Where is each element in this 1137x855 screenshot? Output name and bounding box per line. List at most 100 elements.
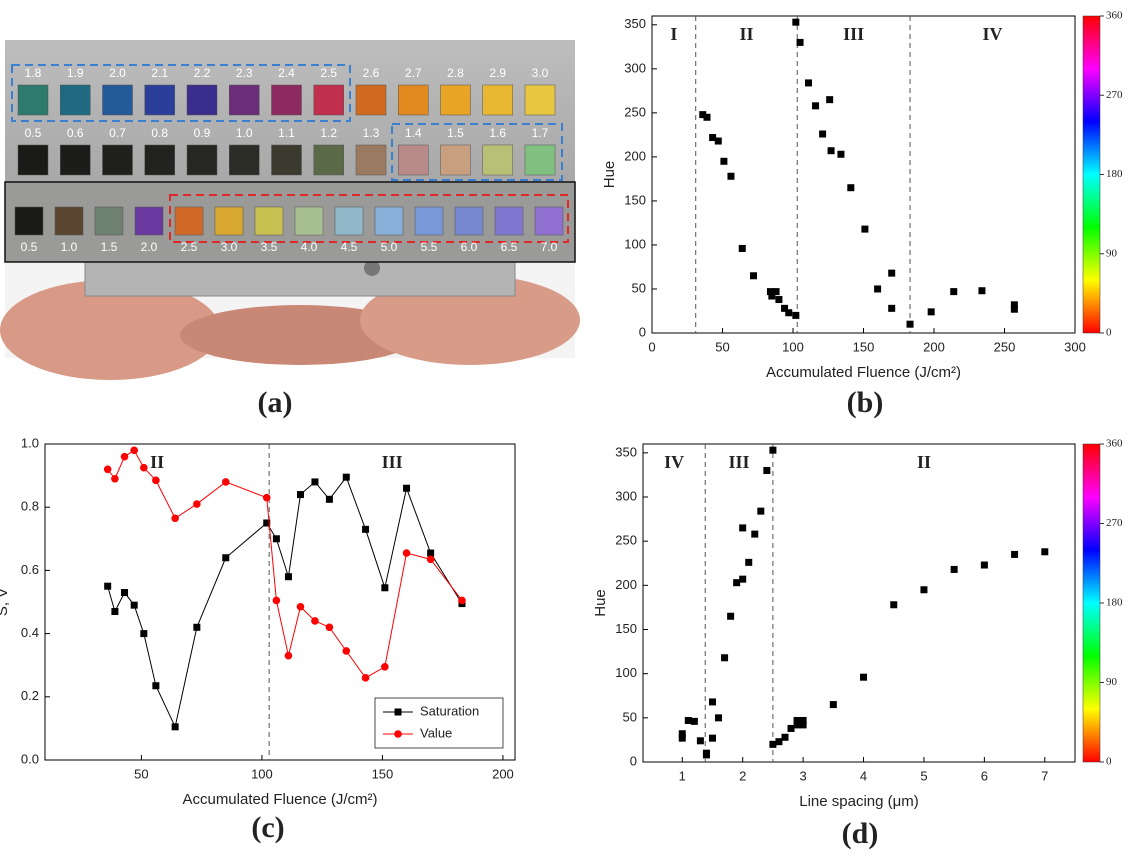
- marker: [739, 245, 746, 252]
- swatch: [272, 145, 302, 175]
- marker: [720, 158, 727, 165]
- swatch: [145, 145, 175, 175]
- y-tick-label: 150: [624, 192, 646, 207]
- colorbar-tick-label: 360: [1106, 10, 1123, 22]
- swatch: [398, 85, 428, 115]
- swatch-label: 2.5: [181, 240, 198, 254]
- legend-marker: [395, 709, 402, 716]
- x-axis-label: Line spacing (μm): [799, 793, 919, 810]
- swatch: [229, 145, 259, 175]
- swatch: [483, 85, 513, 115]
- colorbar-tick-label: 90: [1106, 676, 1118, 688]
- region-label: IV: [664, 452, 684, 472]
- swatch-label: 0.5: [21, 240, 38, 254]
- marker: [888, 270, 895, 277]
- marker: [362, 526, 369, 533]
- swatch-label: 1.7: [532, 126, 549, 140]
- marker: [721, 654, 728, 661]
- y-tick-label: 200: [615, 577, 637, 592]
- marker: [797, 39, 804, 46]
- swatch-label: 1.4: [405, 126, 422, 140]
- marker: [715, 138, 722, 145]
- swatch: [415, 207, 443, 235]
- x-tick-label: 7: [1041, 768, 1048, 783]
- marker: [727, 173, 734, 180]
- marker: [981, 562, 988, 569]
- marker: [792, 19, 799, 26]
- swatch-label: 2.8: [447, 66, 464, 80]
- marker: [703, 114, 710, 121]
- y-tick-label: 50: [623, 709, 637, 724]
- marker: [951, 566, 958, 573]
- bracket: [85, 258, 515, 296]
- marker: [297, 603, 305, 611]
- marker: [222, 554, 229, 561]
- swatch: [187, 145, 217, 175]
- swatch-label: 0.7: [109, 126, 126, 140]
- swatch: [495, 207, 523, 235]
- y-axis-label: S, V: [0, 588, 11, 616]
- marker: [121, 589, 128, 596]
- marker: [828, 147, 835, 154]
- marker: [104, 465, 112, 473]
- legend-marker: [394, 730, 402, 738]
- y-tick-label: 0.6: [21, 562, 39, 577]
- swatch-label: 5.5: [421, 240, 438, 254]
- y-tick-label: 150: [615, 621, 637, 636]
- x-axis-label: Accumulated Fluence (J/cm²): [182, 791, 377, 808]
- marker: [727, 613, 734, 620]
- marker: [745, 559, 752, 566]
- marker: [326, 623, 334, 631]
- swatch: [60, 145, 90, 175]
- swatch: [525, 145, 555, 175]
- series-line: [108, 477, 462, 727]
- x-tick-label: 1: [679, 768, 686, 783]
- marker: [928, 308, 935, 315]
- marker: [458, 597, 466, 605]
- marker: [140, 464, 148, 472]
- marker: [171, 514, 179, 522]
- marker: [837, 151, 844, 158]
- swatch-label: 1.3: [363, 126, 380, 140]
- region-label: II: [150, 452, 164, 472]
- y-tick-label: 100: [624, 236, 646, 251]
- swatch: [255, 207, 283, 235]
- marker: [874, 285, 881, 292]
- y-axis-label: Hue: [601, 161, 618, 189]
- swatch: [356, 85, 386, 115]
- y-tick-label: 0: [639, 324, 646, 339]
- marker: [800, 717, 807, 724]
- marker: [381, 663, 389, 671]
- swatch-label: 0.6: [67, 126, 84, 140]
- plot-frame: [652, 16, 1075, 333]
- swatch: [314, 145, 344, 175]
- panel-caption: (d): [842, 817, 879, 850]
- x-tick-label: 2: [739, 768, 746, 783]
- y-tick-label: 100: [615, 665, 637, 680]
- marker: [381, 584, 388, 591]
- x-tick-label: 50: [715, 339, 729, 354]
- swatch-label: 2.1: [151, 66, 168, 80]
- swatch-label: 1.9: [67, 66, 84, 80]
- colorbar: [1083, 16, 1100, 333]
- page: 1.81.92.02.12.22.32.42.52.62.72.82.93.00…: [0, 0, 1137, 855]
- swatch-label: 2.4: [278, 66, 295, 80]
- colorbar-tick-label: 270: [1106, 89, 1123, 101]
- y-tick-label: 200: [624, 148, 646, 163]
- swatch: [135, 207, 163, 235]
- marker: [140, 630, 147, 637]
- swatch-label: 1.8: [25, 66, 42, 80]
- region-label: I: [670, 24, 677, 44]
- y-tick-label: 0.4: [21, 625, 39, 640]
- marker: [763, 467, 770, 474]
- y-tick-label: 300: [615, 488, 637, 503]
- swatch-label: 1.1: [278, 126, 295, 140]
- marker: [111, 608, 118, 615]
- marker: [788, 725, 795, 732]
- swatch: [356, 145, 386, 175]
- swatch-label: 6.0: [461, 240, 478, 254]
- swatch-label: 1.5: [101, 240, 118, 254]
- swatch-label: 2.0: [141, 240, 158, 254]
- x-tick-label: 3: [799, 768, 806, 783]
- x-tick-label: 6: [981, 768, 988, 783]
